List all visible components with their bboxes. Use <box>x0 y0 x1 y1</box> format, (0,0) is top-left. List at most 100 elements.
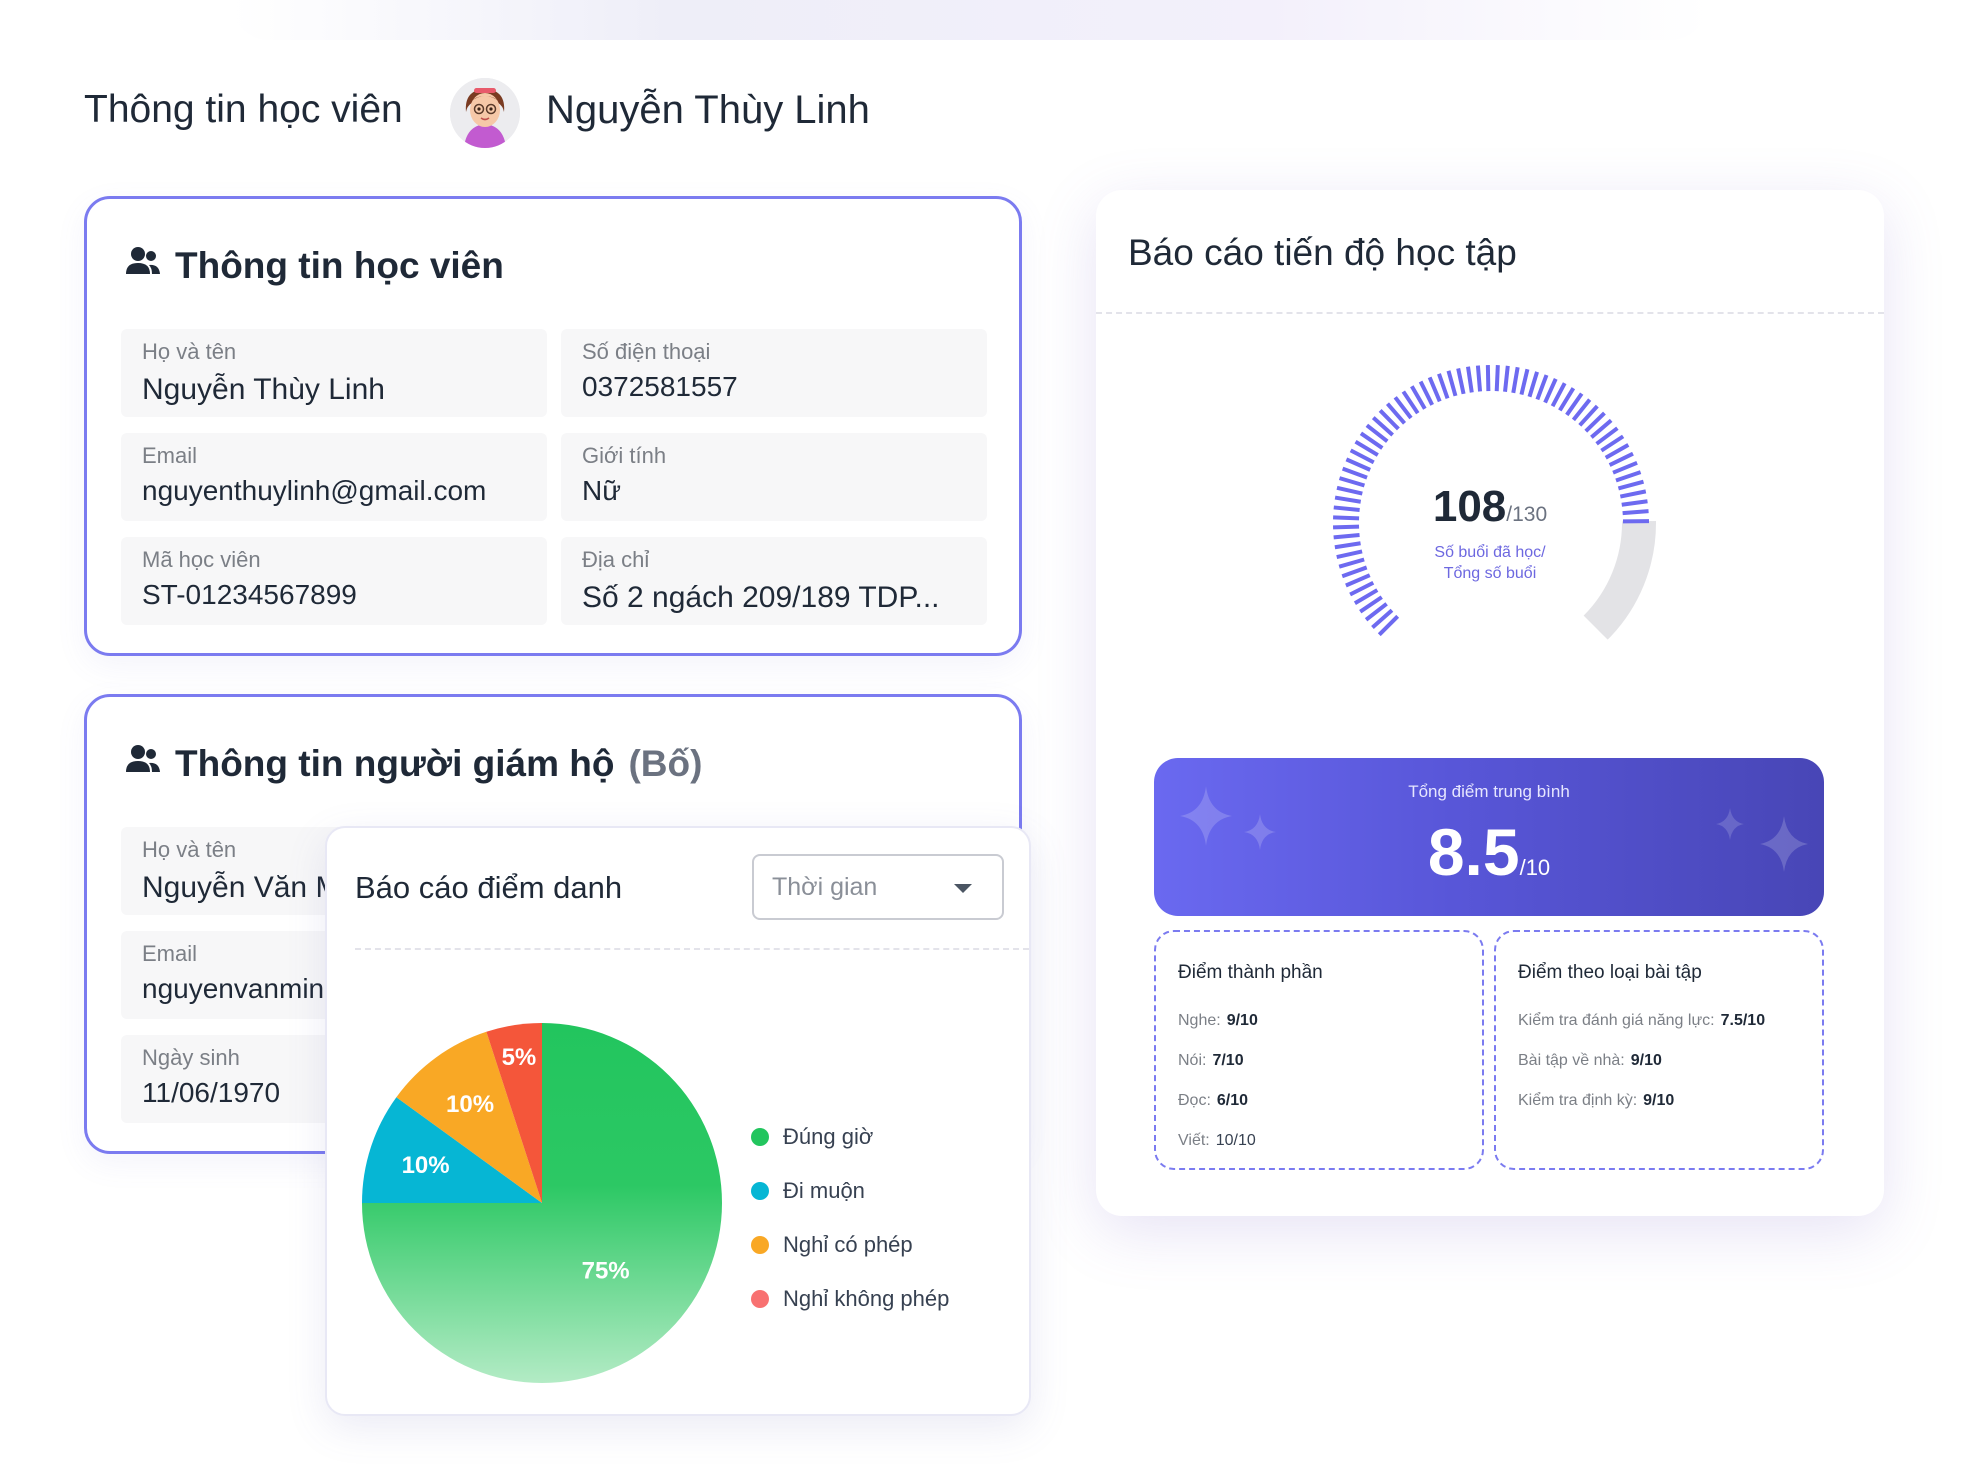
gauge-remaining-track <box>1583 520 1656 640</box>
gauge-tick <box>1354 439 1379 457</box>
divider <box>355 948 1029 950</box>
score-value: 10/10 <box>1215 1132 1256 1149</box>
top-decoration <box>230 0 1710 40</box>
gauge-tick <box>1341 466 1368 480</box>
gauge-tick <box>1615 470 1642 483</box>
gauge-tick <box>1333 532 1360 540</box>
users-icon <box>125 741 161 786</box>
gauge-tick <box>1527 371 1539 398</box>
pie-slice-label: 10% <box>446 1091 494 1118</box>
gauge-tick <box>1359 595 1383 614</box>
time-select[interactable]: Thời gian <box>752 854 1004 920</box>
score-label: Đọc: <box>1178 1092 1211 1109</box>
caption-line: Số buổi đã học/ <box>1434 544 1546 561</box>
divider <box>1096 312 1884 314</box>
legend-label: Nghỉ không phép <box>783 1286 950 1311</box>
gauge-tick <box>1410 385 1427 410</box>
gauge-tick <box>1333 515 1360 521</box>
field-value: nguyenvanminh <box>142 973 340 1004</box>
field-label: Email <box>142 443 198 468</box>
score-row: Kiểm tra đánh giá năng lực: 7.5/10 <box>1518 1012 1765 1030</box>
page-title: Thông tin học viên <box>84 88 403 131</box>
average-score: 8.5/10 <box>1154 814 1824 890</box>
attendance-report-card: Báo cáo điểm danh Thời gian 75% 10% 10% 5% … <box>325 826 1031 1416</box>
gauge-tick <box>1475 365 1483 392</box>
gauge-tick <box>1338 476 1366 488</box>
score-row: Nói: 7/10 <box>1178 1052 1244 1070</box>
exercise-type-scores-box: Điểm theo loại bài tập Kiểm tra đánh giá… <box>1494 930 1824 1170</box>
gauge-tick <box>1336 549 1363 559</box>
legend-item: Đi muộn <box>751 1164 949 1218</box>
gauge-tick <box>1437 373 1450 400</box>
gauge-tick <box>1401 390 1420 415</box>
gauge-tick <box>1600 434 1625 453</box>
gauge-tick <box>1571 398 1592 422</box>
score-row: Nghe: 9/10 <box>1178 1012 1258 1030</box>
sparkle-icon <box>1716 808 1808 872</box>
student-info-title-row: Thông tin học viên <box>125 243 504 288</box>
legend-dot <box>751 1182 769 1200</box>
field-label: Mã học viên <box>142 547 261 572</box>
field-fullname: Họ và tên Nguyễn Thùy Linh <box>121 329 547 417</box>
score-label: Kiểm tra đánh giá năng lực: <box>1518 1012 1715 1029</box>
field-value: 0372581557 <box>582 371 738 402</box>
sessions-done: 108 <box>1432 482 1507 531</box>
legend-label: Đi muộn <box>783 1178 865 1203</box>
score-label: Viết: <box>1178 1132 1210 1149</box>
exercise-type-scores-title: Điểm theo loại bài tập <box>1518 962 1702 983</box>
gauge-tick <box>1612 460 1638 475</box>
field-label: Họ và tên <box>142 837 237 862</box>
score-row: Kiểm tra định kỳ: 9/10 <box>1518 1092 1674 1110</box>
gauge-tick <box>1550 382 1567 408</box>
student-info-title: Thông tin học viên <box>175 244 504 286</box>
gauge-tick <box>1558 387 1576 412</box>
pie-slice <box>362 1097 542 1203</box>
gauge-tick <box>1349 448 1375 465</box>
caret-down-icon <box>954 884 972 893</box>
gauge-tick <box>1621 499 1648 507</box>
time-select-value: Thời gian <box>772 873 878 901</box>
gauge-tick <box>1590 418 1613 439</box>
field-value: Số 2 ngách 209/189 TDP... <box>582 581 940 614</box>
student-name: Nguyễn Thùy Linh <box>546 88 870 132</box>
field-gender: Giới tính Nữ <box>561 433 987 521</box>
average-score-value: 8.5 <box>1427 815 1520 889</box>
gauge-tick <box>1333 505 1360 512</box>
legend-label: Nghỉ có phép <box>783 1232 913 1257</box>
guardian-relation: (Bố) <box>628 742 703 784</box>
gauge-tick <box>1333 524 1360 530</box>
average-score-max: /10 <box>1519 855 1551 880</box>
score-value: 9/10 <box>1643 1092 1675 1109</box>
field-value: Nguyễn Thùy Linh <box>142 373 385 406</box>
attendance-title: Báo cáo điểm danh <box>355 870 623 905</box>
sessions-total: /130 <box>1506 503 1548 526</box>
guardian-info-title: Thông tin người giám hộ <box>175 742 615 784</box>
field-value: 11/06/1970 <box>142 1077 281 1108</box>
gauge-tick <box>1511 366 1520 394</box>
field-label: Số điện thoại <box>582 339 711 364</box>
student-info-card: Thông tin học viên Họ và tên Nguyễn Thùy… <box>84 196 1022 656</box>
gauge-tick <box>1349 580 1375 597</box>
field-student-id: Mã học viên ST-01234567899 <box>121 537 547 625</box>
gauge-tick <box>1345 573 1371 588</box>
field-phone: Số điện thoại 0372581557 <box>561 329 987 417</box>
legend-item: Nghỉ không phép <box>751 1272 949 1326</box>
gauge-tick <box>1494 365 1500 392</box>
field-label: Ngày sinh <box>142 1045 240 1070</box>
score-value: 7/10 <box>1212 1052 1244 1069</box>
avatar <box>450 78 520 148</box>
gauge-tick <box>1565 392 1584 417</box>
gauge-tick <box>1456 368 1466 395</box>
attendance-legend: Đúng giờ Đi muộn Nghỉ có phép Nghỉ không… <box>751 1110 949 1326</box>
progress-title: Báo cáo tiến độ học tập <box>1128 232 1517 273</box>
gauge-tick <box>1578 404 1599 427</box>
pie-slice-label: 10% <box>402 1152 450 1179</box>
gauge-tick <box>1334 495 1362 504</box>
gauge-tick <box>1364 602 1388 622</box>
score-label: Nghe: <box>1178 1012 1221 1029</box>
gauge-tick <box>1446 370 1458 397</box>
score-label: Kiểm tra định kỳ: <box>1518 1092 1638 1109</box>
gauge-tick <box>1336 485 1363 496</box>
legend-item: Đúng giờ <box>751 1110 949 1164</box>
legend-dot <box>751 1236 769 1254</box>
